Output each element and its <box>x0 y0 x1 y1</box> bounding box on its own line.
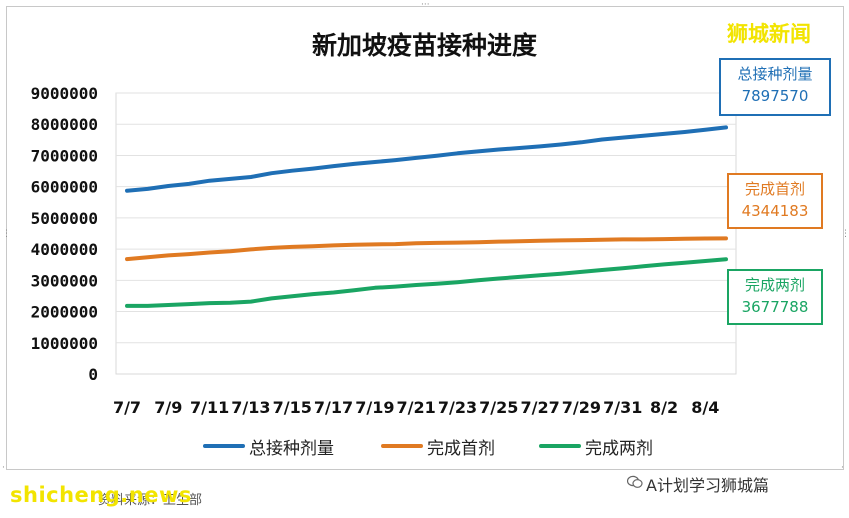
series-line-second-dose <box>125 257 728 308</box>
x-tick-label: 7/21 <box>397 398 436 417</box>
callout-total-doses: 总接种剂量 7897570 <box>719 58 831 116</box>
y-tick-label: 4000000 <box>31 240 98 259</box>
legend-label-second-dose: 完成两剂 <box>585 439 653 459</box>
resize-handle-bottom-left[interactable]: · <box>2 463 5 473</box>
y-tick-label: 5000000 <box>31 209 98 228</box>
x-tick-label: 7/29 <box>562 398 601 417</box>
y-tick-label: 6000000 <box>31 178 98 197</box>
x-tick-label: 7/15 <box>273 398 312 417</box>
legend-swatch-total <box>203 444 245 448</box>
series-line-first-dose <box>125 236 728 262</box>
x-tick-label: 7/13 <box>231 398 270 417</box>
y-tick-label: 2000000 <box>31 303 98 322</box>
x-tick-label: 7/19 <box>355 398 394 417</box>
callout-total-value: 7897570 <box>741 87 809 105</box>
resize-handle-right[interactable]: ⋮ <box>841 229 849 239</box>
callout-first-label: 完成首剂 <box>744 180 805 198</box>
resize-handle-left[interactable]: ⋮ <box>2 229 11 239</box>
legend-swatch-first-dose <box>381 444 423 448</box>
x-tick-label: 8/2 <box>650 398 678 417</box>
resize-handle-bottom-right[interactable]: · <box>841 463 844 473</box>
x-tick-label: 7/27 <box>520 398 559 417</box>
x-tick-label: 7/7 <box>113 398 141 417</box>
wechat-icon <box>627 475 643 488</box>
x-tick-label: 7/17 <box>314 398 353 417</box>
callout-second-dose: 完成两剂 3677788 <box>727 269 823 325</box>
brand-watermark: 狮城新闻 <box>727 22 811 46</box>
x-tick-label: 7/11 <box>190 398 229 417</box>
y-tick-label: 3000000 <box>31 271 98 290</box>
legend-swatch-second-dose <box>539 444 581 448</box>
y-tick-label: 9000000 <box>31 84 98 103</box>
callout-second-label: 完成两剂 <box>744 276 805 294</box>
account-name: A计划学习狮城篇 <box>646 476 769 495</box>
legend-label-first-dose: 完成首剂 <box>427 439 495 459</box>
callout-first-value: 4344183 <box>741 202 809 220</box>
series-line-total <box>125 125 728 193</box>
callout-total-label: 总接种剂量 <box>737 65 813 83</box>
legend-label-total: 总接种剂量 <box>249 439 334 459</box>
y-tick-label: 0 <box>88 365 98 384</box>
source-note: 资料来源：卫生部 <box>98 493 203 508</box>
resize-handle-top[interactable]: ··· <box>421 0 430 10</box>
x-tick-label: 8/4 <box>691 398 719 417</box>
y-tick-label: 1000000 <box>31 334 98 353</box>
x-tick-label: 7/31 <box>603 398 642 417</box>
x-tick-label: 7/9 <box>154 398 182 417</box>
x-tick-label: 7/23 <box>438 398 477 417</box>
y-tick-label: 7000000 <box>31 146 98 165</box>
y-tick-label: 8000000 <box>31 115 98 134</box>
callout-second-value: 3677788 <box>741 298 809 316</box>
callout-first-dose: 完成首剂 4344183 <box>727 173 823 229</box>
x-tick-label: 7/25 <box>479 398 518 417</box>
chart-title: 新加坡疫苗接种进度 <box>311 31 537 60</box>
footer-watermark: shicheng.news <box>10 483 192 507</box>
